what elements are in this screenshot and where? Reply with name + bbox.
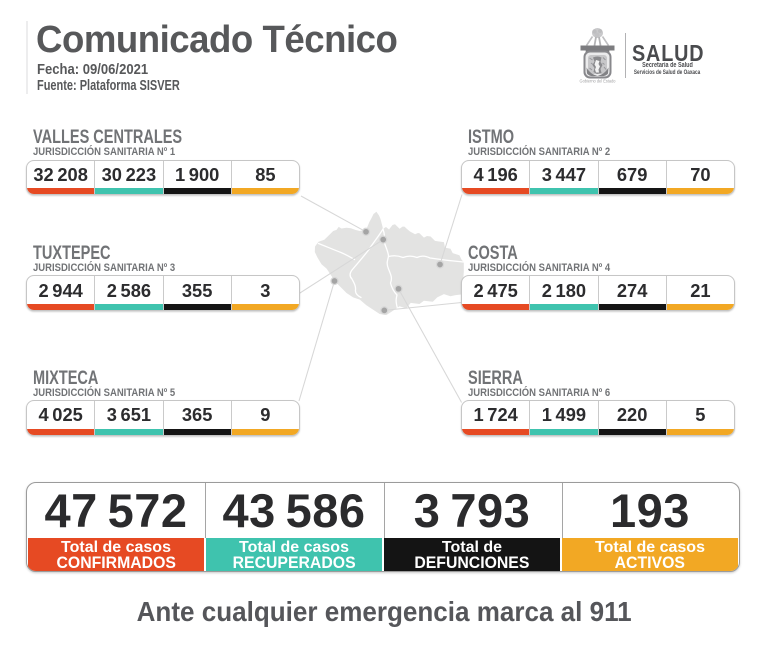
svg-text:Gobierno del Estado: Gobierno del Estado <box>580 79 616 84</box>
